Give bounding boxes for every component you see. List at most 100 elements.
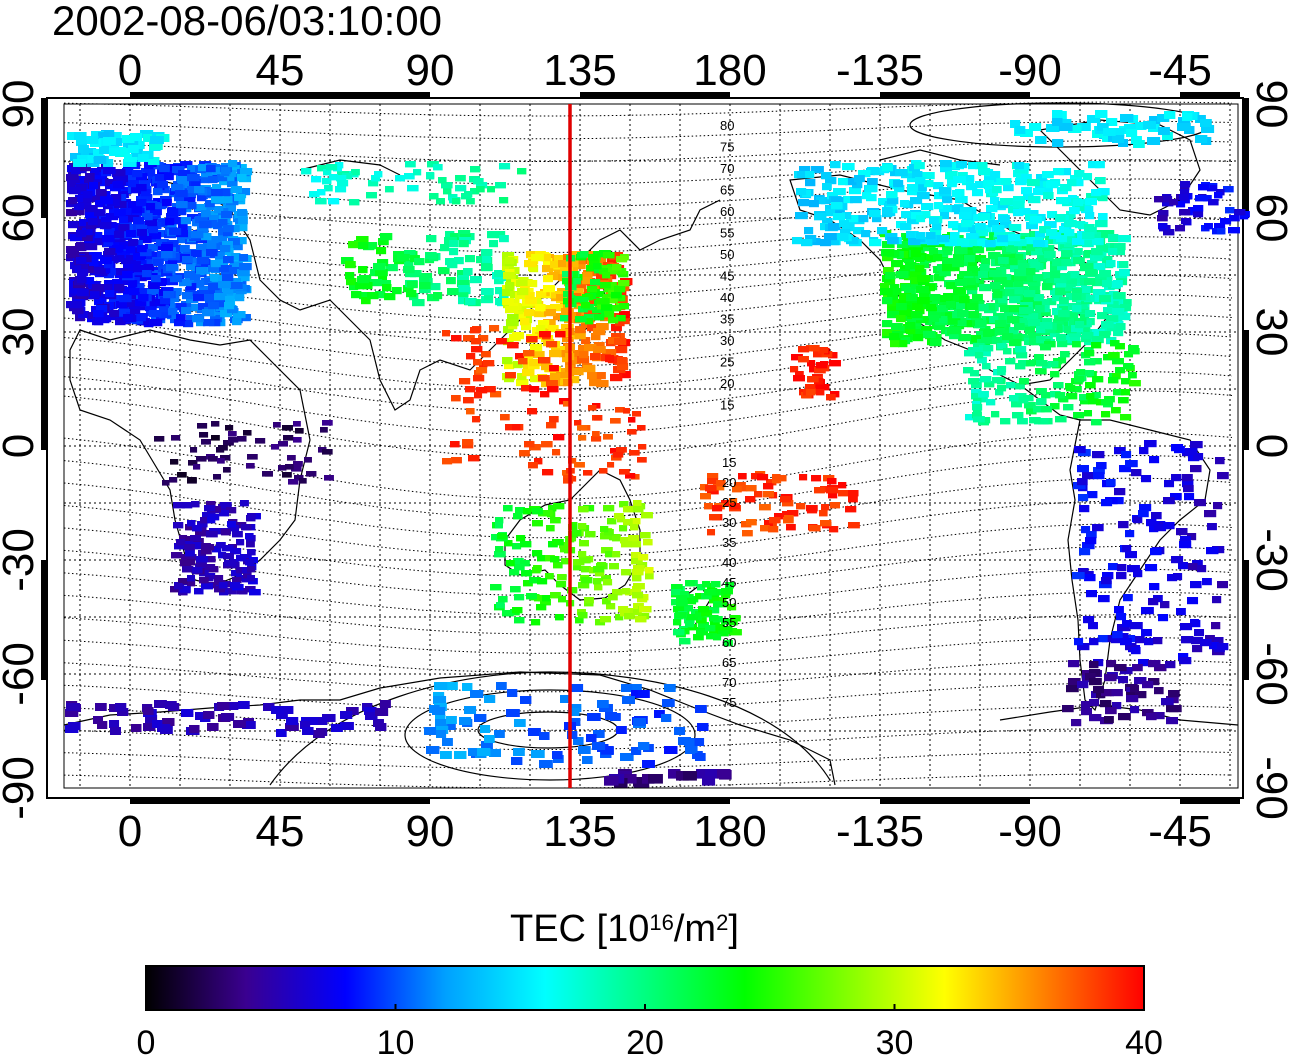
tec-cell [700, 493, 711, 500]
tec-cell [75, 243, 86, 251]
tec-cell [77, 269, 89, 277]
tec-cell [245, 533, 254, 540]
tec-cell [161, 244, 173, 252]
tec-cell [801, 239, 813, 247]
tec-cell [1204, 510, 1217, 518]
tec-cell [1182, 474, 1193, 482]
tec-cell [138, 294, 149, 302]
bottom-lon-label: -45 [1148, 807, 1212, 856]
tec-cell [532, 567, 541, 574]
contour-label-south: 30 [722, 515, 736, 530]
tec-cell [1158, 127, 1170, 135]
tec-cell [698, 622, 710, 629]
tec-cell [1113, 329, 1124, 337]
tec-cell [633, 500, 642, 507]
tec-cell [1098, 595, 1110, 603]
tec-cell [593, 251, 605, 258]
tec-cell [1041, 406, 1052, 413]
tec-cell [983, 345, 994, 352]
tec-cell [583, 365, 596, 373]
tec-cell [615, 407, 625, 413]
contour-label-north: 45 [720, 269, 734, 284]
tec-cell [566, 260, 579, 268]
tec-cell [976, 229, 989, 237]
tec-cell [560, 695, 572, 703]
tec-cell [971, 393, 980, 400]
tec-cell [71, 167, 81, 175]
tec-cell [910, 323, 922, 331]
tec-cell [324, 475, 334, 481]
tec-cell [224, 560, 236, 567]
tec-cell [829, 360, 841, 367]
tec-cell [786, 524, 796, 531]
tec-cell [513, 513, 523, 520]
tec-cell [745, 496, 756, 503]
tec-cell [1092, 232, 1102, 240]
tec-cell [589, 259, 600, 266]
tec-cell [791, 354, 803, 361]
tec-cell [628, 417, 636, 423]
tec-cell [1067, 312, 1079, 320]
tec-cell [181, 554, 191, 561]
tec-cell [223, 256, 234, 264]
tec-cell [136, 199, 147, 207]
tec-cell [1192, 645, 1203, 653]
contour-label-south: 60 [722, 635, 736, 650]
tec-cell [1011, 254, 1024, 262]
tec-cell [572, 278, 581, 285]
tec-cell [104, 248, 116, 256]
tec-cell [1125, 460, 1138, 468]
tec-cell [1166, 717, 1179, 725]
tec-cell [701, 610, 713, 617]
tec-cell [695, 705, 707, 713]
tec-cell [170, 188, 180, 196]
tec-cell [119, 216, 130, 224]
tec-cell [1030, 216, 1042, 224]
tec-cell [419, 275, 430, 283]
contour-label-north: 80 [720, 118, 734, 133]
tec-cell [1014, 269, 1027, 277]
tec-cell [975, 280, 985, 288]
tec-cell [1043, 192, 1054, 200]
mag-contour [63, 614, 1233, 654]
tec-cell [208, 176, 218, 184]
tec-cell [1091, 342, 1102, 349]
left-lat-label: 30 [0, 308, 43, 357]
tec-cell [614, 513, 624, 520]
tec-cell [442, 738, 453, 746]
tec-cell [953, 254, 963, 262]
tec-cell [239, 254, 249, 262]
tec-cell [162, 480, 170, 486]
tec-cell [1085, 198, 1097, 206]
tec-cell [197, 226, 209, 234]
tec-cell [1072, 305, 1082, 313]
tec-cell [959, 271, 972, 279]
tec-cell [554, 270, 565, 278]
tec-cell [560, 315, 570, 322]
tec-cell [91, 131, 104, 139]
tec-cell [1001, 178, 1012, 186]
tec-cell [696, 629, 707, 636]
tec-cell [806, 345, 815, 352]
tec-cell [167, 208, 179, 216]
tec-cell [404, 173, 415, 180]
tec-cell [1169, 199, 1178, 206]
left-lat-label: -60 [0, 642, 43, 706]
tec-cell [86, 259, 99, 267]
tec-cell [953, 176, 966, 184]
tec-cell [550, 592, 561, 599]
tec-cell [204, 294, 214, 302]
tec-cell [1069, 319, 1079, 327]
tec-cell [157, 230, 168, 238]
tec-cell [173, 502, 185, 509]
tec-cell [70, 262, 82, 270]
tec-cell [563, 379, 573, 387]
tec-cell [1073, 257, 1085, 265]
tec-cell [569, 476, 577, 482]
tec-cell [891, 260, 904, 268]
tec-cell [138, 154, 149, 162]
tec-cell [763, 483, 774, 490]
tec-cell [1209, 642, 1219, 650]
tec-cell [468, 748, 480, 756]
tec-cell [1068, 125, 1082, 133]
